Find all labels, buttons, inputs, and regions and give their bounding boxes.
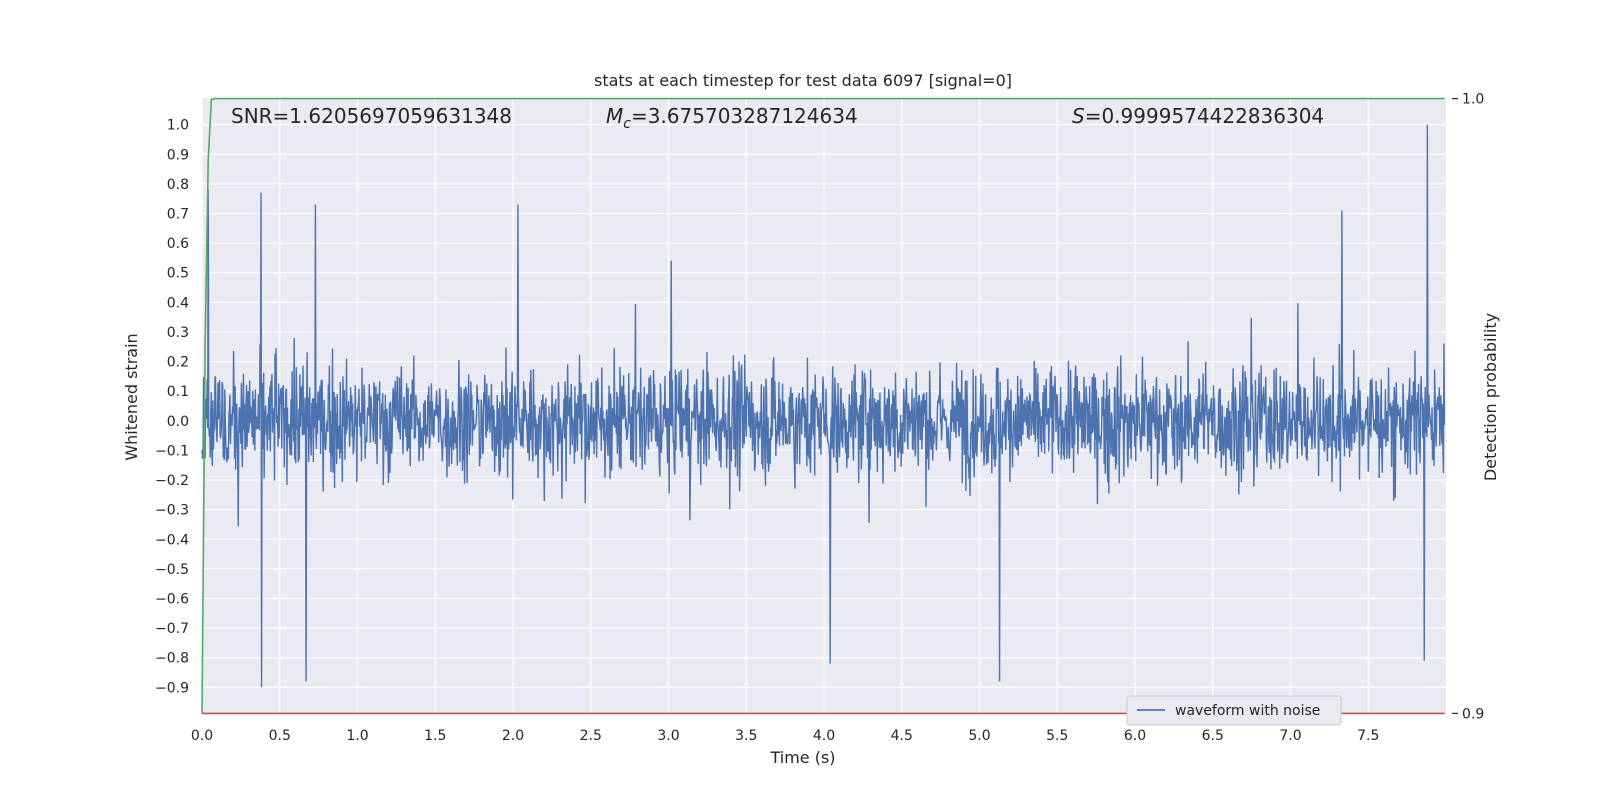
legend: waveform with noise [1126,695,1342,726]
y-tick-label: 0.9 [167,147,189,163]
y-tick-label: −0.3 [155,503,189,519]
y2-tick-label: 1.0 [1462,92,1484,108]
series-detection-probability [201,97,1445,714]
x-tick-label: 3.5 [735,728,757,744]
grid-lines [201,98,1446,714]
y-tick-label: 1.0 [167,118,189,134]
y-tick-label: −0.1 [155,443,189,459]
x-tick-label: 5.5 [1046,728,1068,744]
chirp-mass-symbol: M [606,104,623,128]
y-tick-label: 0.3 [167,325,189,341]
x-tick-label: 0.5 [269,728,291,744]
x-tick-label: 1.5 [424,728,446,744]
x-tick-label: 5.0 [968,728,990,744]
x-tick-label: 1.0 [346,728,368,744]
x-tick-label: 6.5 [1202,728,1224,744]
y-tick-label: −0.8 [155,651,189,667]
x-tick-label: 6.0 [1124,728,1146,744]
y-tick-label: 0.2 [167,355,189,371]
detection-statistic-symbol: S [1072,104,1085,128]
chirp-mass-annotation: Mc=3.675703287124634 [606,104,858,132]
x-axis-label: Time (s) [769,748,835,767]
y-tick-label: 0.7 [167,207,189,223]
y-tick-label: −0.9 [155,680,189,696]
x-tick-label: 0.0 [191,728,213,744]
y-tick-label: 0.0 [167,414,189,430]
y-tick-label: 0.8 [167,177,189,193]
y-tick-label: 0.4 [167,295,189,311]
x-tick-label: 2.0 [502,728,524,744]
x-axis-ticks: 0.0 0.5 1.0 1.5 2.0 2.5 3.0 3.5 4.0 4.5 5.0 5.5 6.0 6… [191,728,1380,744]
x-tick-label: 4.0 [813,728,835,744]
y2-axis-ticks: 1.0 0.9 [1452,92,1484,722]
x-tick-label: 2.5 [580,728,602,744]
y-tick-label: −0.7 [155,621,189,637]
x-tick-label: 4.5 [891,728,913,744]
y-tick-label: −0.2 [155,473,189,489]
detection-statistic-value: =0.9999574422836304 [1085,104,1324,128]
y-tick-label: −0.5 [155,562,189,578]
y2-tick-label: 0.9 [1462,706,1484,722]
y-tick-label: −0.6 [155,592,189,608]
x-tick-label: 7.0 [1279,728,1301,744]
chirp-mass-value: =3.675703287124634 [631,104,858,128]
legend-box [1126,695,1342,726]
y-tick-label: 0.1 [167,384,189,400]
chirp-mass-subscript: c [623,116,631,132]
y2-axis-label: Detection probability [1481,313,1500,481]
detection-statistic-annotation: S=0.9999574422836304 [1072,104,1324,128]
legend-label-waveform: waveform with noise [1175,703,1320,719]
y-tick-label: 0.6 [167,236,189,252]
chart-title: stats at each timestep for test data 609… [594,71,1012,90]
y-axis-label: Whitened strain [122,333,141,460]
y-tick-label: 0.5 [167,266,189,282]
y-tick-label: −0.4 [155,532,189,548]
series-waveform-with-noise [201,124,1446,688]
snr-annotation: SNR=1.6205697059631348 [231,104,512,128]
x-tick-label: 7.5 [1357,728,1379,744]
y-axis-ticks: 1.0 0.9 0.8 0.7 0.6 0.5 0.4 0.3 0.2 0.1 0.0 −0.1 −0.… [155,118,189,697]
x-tick-label: 3.0 [657,728,679,744]
